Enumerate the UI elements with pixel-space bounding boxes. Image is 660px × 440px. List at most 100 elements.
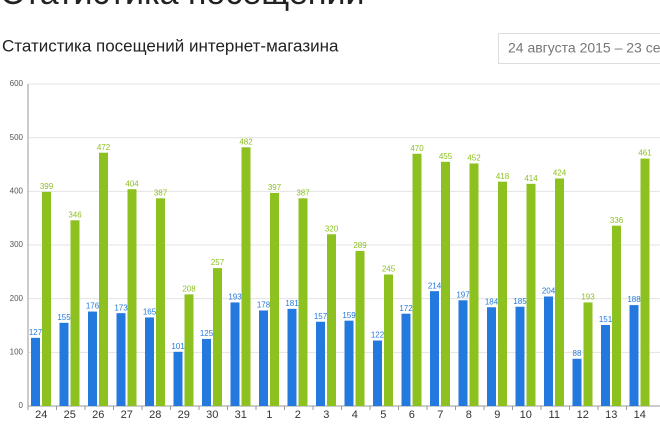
value-label: 172 xyxy=(399,304,413,313)
value-label: 159 xyxy=(342,311,356,320)
x-tick-label: 11 xyxy=(549,409,560,421)
bar xyxy=(458,300,468,406)
value-label: 188 xyxy=(627,295,641,304)
bar xyxy=(230,302,240,406)
value-label: 125 xyxy=(200,329,214,338)
x-tick-label: 24 xyxy=(35,409,47,421)
bar xyxy=(70,220,80,406)
bar xyxy=(498,181,507,406)
bar xyxy=(327,234,336,406)
bar xyxy=(583,302,593,406)
value-label: 88 xyxy=(573,349,582,358)
value-label: 165 xyxy=(143,308,157,317)
value-label: 184 xyxy=(485,297,499,306)
value-label: 452 xyxy=(467,154,481,163)
date-picker[interactable] xyxy=(498,33,660,64)
value-label: 181 xyxy=(285,299,299,308)
value-label: 397 xyxy=(268,183,282,192)
chart-title: Статистика посещений интернет-магазина xyxy=(2,36,339,55)
value-label: 346 xyxy=(68,210,82,219)
value-label: 257 xyxy=(211,258,225,267)
bar xyxy=(31,337,40,406)
y-tick-label: 400 xyxy=(10,186,24,195)
value-label: 289 xyxy=(353,241,367,250)
value-label: 214 xyxy=(428,281,442,290)
bar xyxy=(487,307,496,406)
value-label: 197 xyxy=(456,290,470,299)
bar xyxy=(145,317,154,406)
value-label: 414 xyxy=(524,174,538,183)
page-title: Статистика посещений xyxy=(0,0,365,12)
value-label: 193 xyxy=(581,293,595,302)
value-label: 461 xyxy=(638,149,652,158)
bar xyxy=(287,308,297,406)
x-tick-label: 4 xyxy=(352,409,358,421)
bar xyxy=(572,358,582,406)
bar xyxy=(629,305,639,406)
y-tick-label: 100 xyxy=(10,347,24,356)
value-label: 245 xyxy=(382,265,396,274)
value-label: 399 xyxy=(40,182,54,191)
bar xyxy=(259,310,268,406)
value-label: 320 xyxy=(325,224,339,233)
bar xyxy=(59,322,69,406)
value-label: 404 xyxy=(125,179,139,188)
value-label: 151 xyxy=(599,315,613,324)
bar xyxy=(173,351,183,406)
bar xyxy=(412,153,422,406)
bar xyxy=(202,338,211,406)
y-tick-label: 0 xyxy=(19,401,24,410)
x-tick-label: 30 xyxy=(206,409,218,421)
x-tick-label: 8 xyxy=(466,409,472,421)
bar xyxy=(469,163,479,406)
y-tick-label: 600 xyxy=(10,79,24,88)
bar xyxy=(430,291,439,406)
bar xyxy=(116,313,126,406)
bar xyxy=(401,313,411,406)
x-tick-label: 14 xyxy=(634,409,646,421)
bar xyxy=(373,340,382,406)
bar xyxy=(515,306,525,406)
x-tick-label: 25 xyxy=(64,409,76,421)
bar xyxy=(441,161,450,406)
bar xyxy=(640,158,650,406)
bar xyxy=(601,324,610,406)
bar xyxy=(42,191,51,406)
y-tick-label: 200 xyxy=(10,294,24,303)
value-label: 173 xyxy=(114,303,128,312)
x-tick-label: 5 xyxy=(380,409,386,421)
bar xyxy=(316,321,325,406)
x-tick-label: 2 xyxy=(295,409,301,421)
bar xyxy=(526,183,536,406)
date-range[interactable]: 24 августа 2015 – 23 се xyxy=(508,40,660,56)
bar xyxy=(544,296,553,406)
value-label: 336 xyxy=(610,216,624,225)
value-label: 185 xyxy=(513,297,527,306)
bar xyxy=(88,311,97,406)
x-tick-label: 7 xyxy=(437,409,443,421)
value-label: 387 xyxy=(154,188,168,197)
value-label: 122 xyxy=(371,331,385,340)
value-label: 455 xyxy=(439,152,453,161)
x-tick-label: 6 xyxy=(409,409,415,421)
bar xyxy=(241,147,251,406)
bar xyxy=(355,250,365,406)
value-label: 208 xyxy=(182,284,196,293)
x-tick-label: 9 xyxy=(494,409,500,421)
value-label: 157 xyxy=(314,312,328,321)
x-tick-label: 27 xyxy=(121,409,133,421)
x-tick-label: 3 xyxy=(323,409,329,421)
x-tick-label: 31 xyxy=(235,409,247,421)
y-tick-label: 500 xyxy=(10,133,24,142)
value-label: 424 xyxy=(553,169,567,178)
bar xyxy=(612,225,621,406)
value-label: 176 xyxy=(86,302,100,311)
bar xyxy=(127,189,137,406)
bar xyxy=(344,320,354,406)
value-label: 418 xyxy=(496,172,510,181)
x-tick-label: 29 xyxy=(178,409,190,421)
bar xyxy=(99,152,108,406)
plot: 0100200300400500600241273992515534626176… xyxy=(10,79,660,421)
